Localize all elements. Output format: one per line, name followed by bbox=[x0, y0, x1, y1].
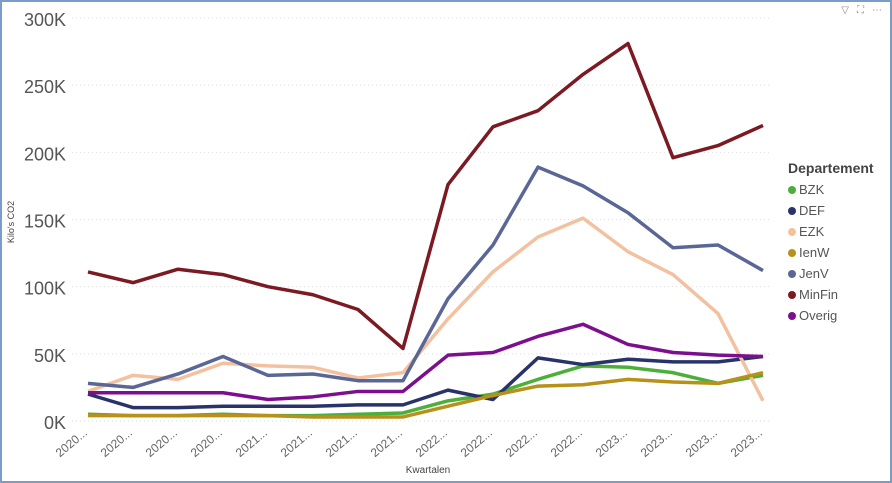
x-tick-label: 2020... bbox=[188, 426, 225, 460]
x-tick-label: 2021... bbox=[323, 426, 360, 460]
y-tick-label: 0K bbox=[44, 413, 66, 433]
y-tick-label: 150K bbox=[24, 212, 66, 232]
x-tick-label: 2022... bbox=[413, 426, 450, 460]
x-tick-label: 2023... bbox=[638, 426, 675, 460]
legend-dot-icon bbox=[788, 269, 796, 278]
x-tick-label: 2022... bbox=[548, 426, 585, 460]
legend-dot-icon bbox=[788, 290, 796, 299]
x-tick-label: 2022... bbox=[458, 426, 495, 460]
legend-item-bzk[interactable]: BZK bbox=[788, 179, 874, 200]
legend-title: Departement bbox=[788, 160, 874, 176]
legend-item-overig[interactable]: Overig bbox=[788, 305, 874, 326]
series-line-minfin[interactable] bbox=[87, 41, 764, 351]
y-tick-label: 200K bbox=[24, 144, 66, 164]
more-options-icon[interactable]: ⋯ bbox=[872, 5, 882, 16]
legend-label: DEF bbox=[799, 203, 825, 218]
legend: Departement BZK DEF EZK IenW JenV MinFin Overi… bbox=[788, 160, 874, 326]
legend-item-def[interactable]: DEF bbox=[788, 200, 874, 221]
x-tick-label: 2023... bbox=[683, 426, 720, 460]
x-tick-label: 2021... bbox=[233, 426, 270, 460]
series-line-ienw[interactable] bbox=[88, 370, 764, 419]
x-axis-title: Kwartalen bbox=[406, 465, 450, 476]
x-tick-label: 2022... bbox=[503, 426, 540, 460]
legend-dot-icon bbox=[788, 185, 796, 194]
legend-dot-icon bbox=[788, 206, 796, 215]
legend-label: JenV bbox=[799, 266, 829, 281]
legend-dot-icon bbox=[788, 311, 796, 320]
filter-icon[interactable]: ▽ bbox=[841, 5, 849, 16]
series-line-def[interactable] bbox=[87, 354, 764, 410]
legend-label: IenW bbox=[799, 245, 830, 260]
y-tick-label: 50K bbox=[34, 346, 66, 366]
legend-item-minfin[interactable]: MinFin bbox=[788, 284, 874, 305]
x-tick-label: 2021... bbox=[278, 426, 315, 460]
legend-dot-icon bbox=[788, 227, 796, 236]
series-line-ezk[interactable] bbox=[87, 216, 765, 402]
legend-label: MinFin bbox=[799, 287, 839, 302]
y-tick-label: 250K bbox=[24, 77, 66, 97]
series-line-overig[interactable] bbox=[88, 322, 764, 402]
legend-item-ezk[interactable]: EZK bbox=[788, 221, 874, 242]
legend-label: EZK bbox=[799, 224, 825, 239]
focus-mode-icon[interactable]: ⛶ bbox=[857, 5, 864, 16]
x-tick-label: 2021... bbox=[368, 426, 405, 460]
x-tick-label: 2020... bbox=[143, 426, 180, 460]
legend-item-ienw[interactable]: IenW bbox=[788, 242, 874, 263]
y-tick-label: 300K bbox=[24, 10, 66, 30]
x-tick-label: 2023... bbox=[728, 426, 765, 460]
y-axis-title: Kilo's CO2 bbox=[6, 201, 16, 243]
x-tick-label: 2023... bbox=[593, 426, 630, 460]
legend-item-jenv[interactable]: JenV bbox=[788, 263, 874, 284]
x-tick-label: 2020... bbox=[98, 426, 135, 460]
legend-label: BZK bbox=[799, 182, 825, 197]
legend-dot-icon bbox=[788, 248, 796, 257]
y-tick-label: 100K bbox=[24, 279, 66, 299]
series-line-jenv[interactable] bbox=[87, 165, 764, 390]
visual-header: ▽ ⛶ ⋯ bbox=[841, 5, 882, 16]
legend-label: Overig bbox=[799, 308, 838, 323]
